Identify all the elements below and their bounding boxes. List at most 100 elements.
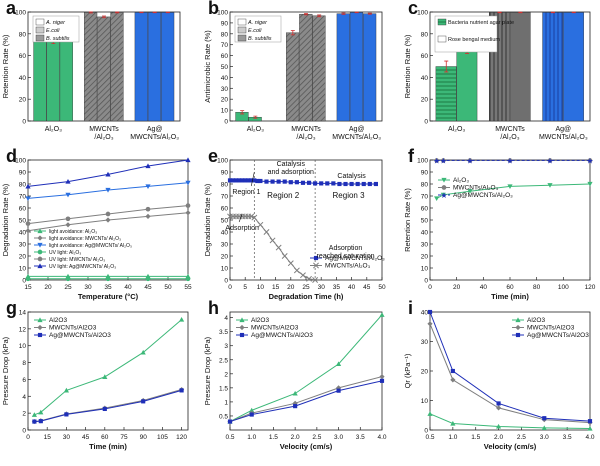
data-point	[306, 180, 312, 185]
x-tick-label: 45	[144, 284, 152, 291]
error-bar	[444, 60, 449, 73]
legend-marker	[37, 235, 43, 241]
annotation: and adsorption	[268, 169, 314, 176]
y-tick-label: 100	[217, 158, 228, 165]
annotation-arrow	[238, 213, 243, 223]
data-point	[25, 196, 31, 201]
x-tick-label: 20	[44, 284, 52, 291]
legend-label: Rose bengal medium	[448, 37, 500, 43]
error-bar	[550, 11, 555, 14]
y-tick-label: 40	[421, 310, 429, 317]
data-point	[547, 158, 553, 163]
x-tick-label: 45	[363, 284, 371, 291]
x-tick-label: 3.0	[334, 434, 343, 441]
x-tick-label: 0	[428, 284, 432, 291]
data-point	[243, 178, 248, 183]
y-tick-label: 10	[421, 398, 429, 405]
x-tick-label: 10	[257, 284, 265, 291]
data-point	[249, 407, 255, 413]
data-point	[507, 158, 513, 163]
y-tick-label: 20	[421, 254, 429, 261]
x-tick-label: 20	[453, 284, 461, 291]
x-tick-label: 50	[378, 284, 386, 291]
data-point	[294, 180, 299, 185]
data-point: ★	[506, 156, 513, 165]
data-point	[319, 181, 324, 186]
data-point	[300, 180, 306, 185]
y-tick-label: 60	[421, 206, 429, 213]
y-tick-label: 0	[424, 119, 428, 126]
y-tick-label: 80	[19, 182, 27, 189]
y-tick-label: 100	[217, 10, 228, 17]
y-tick-label: 1	[224, 399, 228, 406]
x-tick-label: 5	[243, 284, 247, 291]
bar	[33, 32, 47, 122]
panel-label: i	[408, 298, 413, 318]
legend-label: B. subtilis	[248, 36, 272, 42]
legend-label: Al₂O₃	[453, 177, 469, 184]
x-category-label: /Al₂O₃	[94, 134, 113, 141]
data-point	[258, 178, 263, 184]
legend-marker	[37, 242, 43, 248]
x-axis-label: Velocity (cm/s)	[280, 442, 333, 451]
data-point	[379, 378, 385, 383]
x-tick-label: 20	[287, 284, 295, 291]
legend-label: UV light: MWCNTs/ Al₂O₃	[49, 257, 105, 263]
annotation: Region 2	[267, 191, 300, 200]
bar	[46, 40, 60, 122]
y-tick-label: 10	[221, 108, 229, 115]
panel-label: c	[408, 0, 418, 18]
bar	[110, 12, 124, 122]
y-axis-label: Retention Rate (%)	[1, 34, 10, 98]
error-bar	[152, 11, 157, 14]
legend-marker	[239, 324, 245, 331]
bar	[542, 12, 564, 122]
error-bar	[518, 11, 523, 14]
legend-marker	[313, 262, 319, 269]
x-category-label: /Al₂O₃	[296, 134, 315, 141]
x-tick-label: 30	[63, 434, 71, 441]
legend-label: Al2O3	[251, 317, 269, 324]
x-tick-label: 15	[272, 284, 280, 291]
data-point	[31, 412, 37, 417]
x-tick-label: 100	[558, 284, 569, 291]
bar	[509, 12, 531, 122]
error-bar	[341, 12, 346, 15]
panel-h: h 0.5 1 1.5 2 2.5 3 3.5 4 Pressure Drop (kPa) 0.5 1…	[203, 298, 387, 451]
annotation: reached saturation	[317, 253, 375, 260]
x-tick-label: 2.5	[517, 434, 526, 441]
data-point	[105, 276, 111, 282]
error-bar	[240, 110, 245, 115]
data-point	[541, 425, 547, 431]
legend-marker	[239, 332, 245, 338]
legend-swatch	[237, 26, 247, 34]
data-point	[542, 416, 547, 421]
data-point	[179, 388, 184, 393]
data-point	[65, 216, 71, 222]
data-point	[379, 312, 385, 317]
legend-label: A. niger	[247, 20, 268, 26]
panel-g: g 0 2 4 6 8 10 12 14 Pressure Drop (kPa) 0 15 30 45 60…	[1, 298, 189, 451]
x-tick-label: 15	[44, 434, 52, 441]
data-point	[312, 277, 319, 283]
data-point	[496, 401, 501, 406]
data-point	[105, 217, 111, 223]
error-bar	[139, 11, 144, 14]
data-point	[249, 178, 254, 183]
x-tick-label: 120	[176, 434, 187, 441]
x-tick-label: 0	[228, 284, 232, 291]
data-point	[587, 181, 593, 187]
data-point	[145, 184, 151, 189]
x-axis-label: Time (min)	[491, 292, 529, 301]
data-point	[427, 309, 433, 315]
x-tick-label: 40	[124, 284, 132, 291]
y-tick-label: 0	[22, 119, 26, 126]
data-point	[507, 184, 513, 189]
data-point	[185, 203, 191, 208]
x-tick-label: 0.5	[425, 434, 434, 441]
legend-label: MWCNTs/Al2O3	[251, 325, 299, 332]
legend-swatch	[237, 18, 247, 26]
error-bar	[354, 11, 359, 14]
x-tick-label: 2.0	[494, 434, 503, 441]
panel-label: f	[408, 146, 415, 166]
